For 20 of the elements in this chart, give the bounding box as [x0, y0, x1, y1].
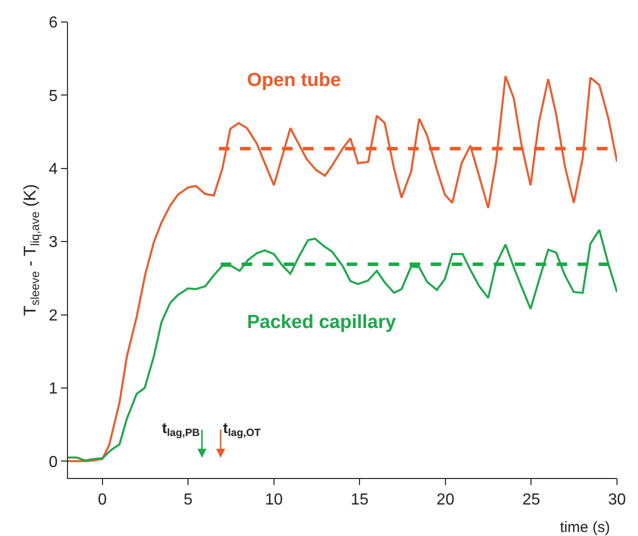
x-tick-label: 10: [264, 491, 283, 508]
y-tick-label: 3: [48, 234, 58, 252]
y-tick-label: 4: [48, 160, 58, 178]
y-tick-label: 5: [48, 88, 58, 105]
annotation: t$_{lag,OT}$: [223, 420, 262, 440]
annotation: t$_{lag,PB}$: [162, 420, 200, 440]
x-tick-label: 25: [522, 491, 540, 508]
x-tick-label: 15: [350, 491, 369, 508]
x-tick-label: 0: [98, 491, 107, 508]
y-tick-label: 6: [48, 14, 58, 32]
y-tick-label: 0: [48, 454, 58, 471]
x-tick-label: 30: [608, 491, 626, 508]
y-tick-label: 1: [48, 380, 58, 398]
line-series: [68, 228, 617, 462]
x-tick-label: 20: [436, 491, 454, 508]
y-tick-label: 2: [48, 307, 58, 324]
series-label: Open tube: [247, 70, 341, 91]
x-tick-label: 5: [184, 491, 193, 508]
series-label: Packed capillary: [247, 312, 396, 333]
x-axis-title: time (s): [560, 519, 610, 536]
